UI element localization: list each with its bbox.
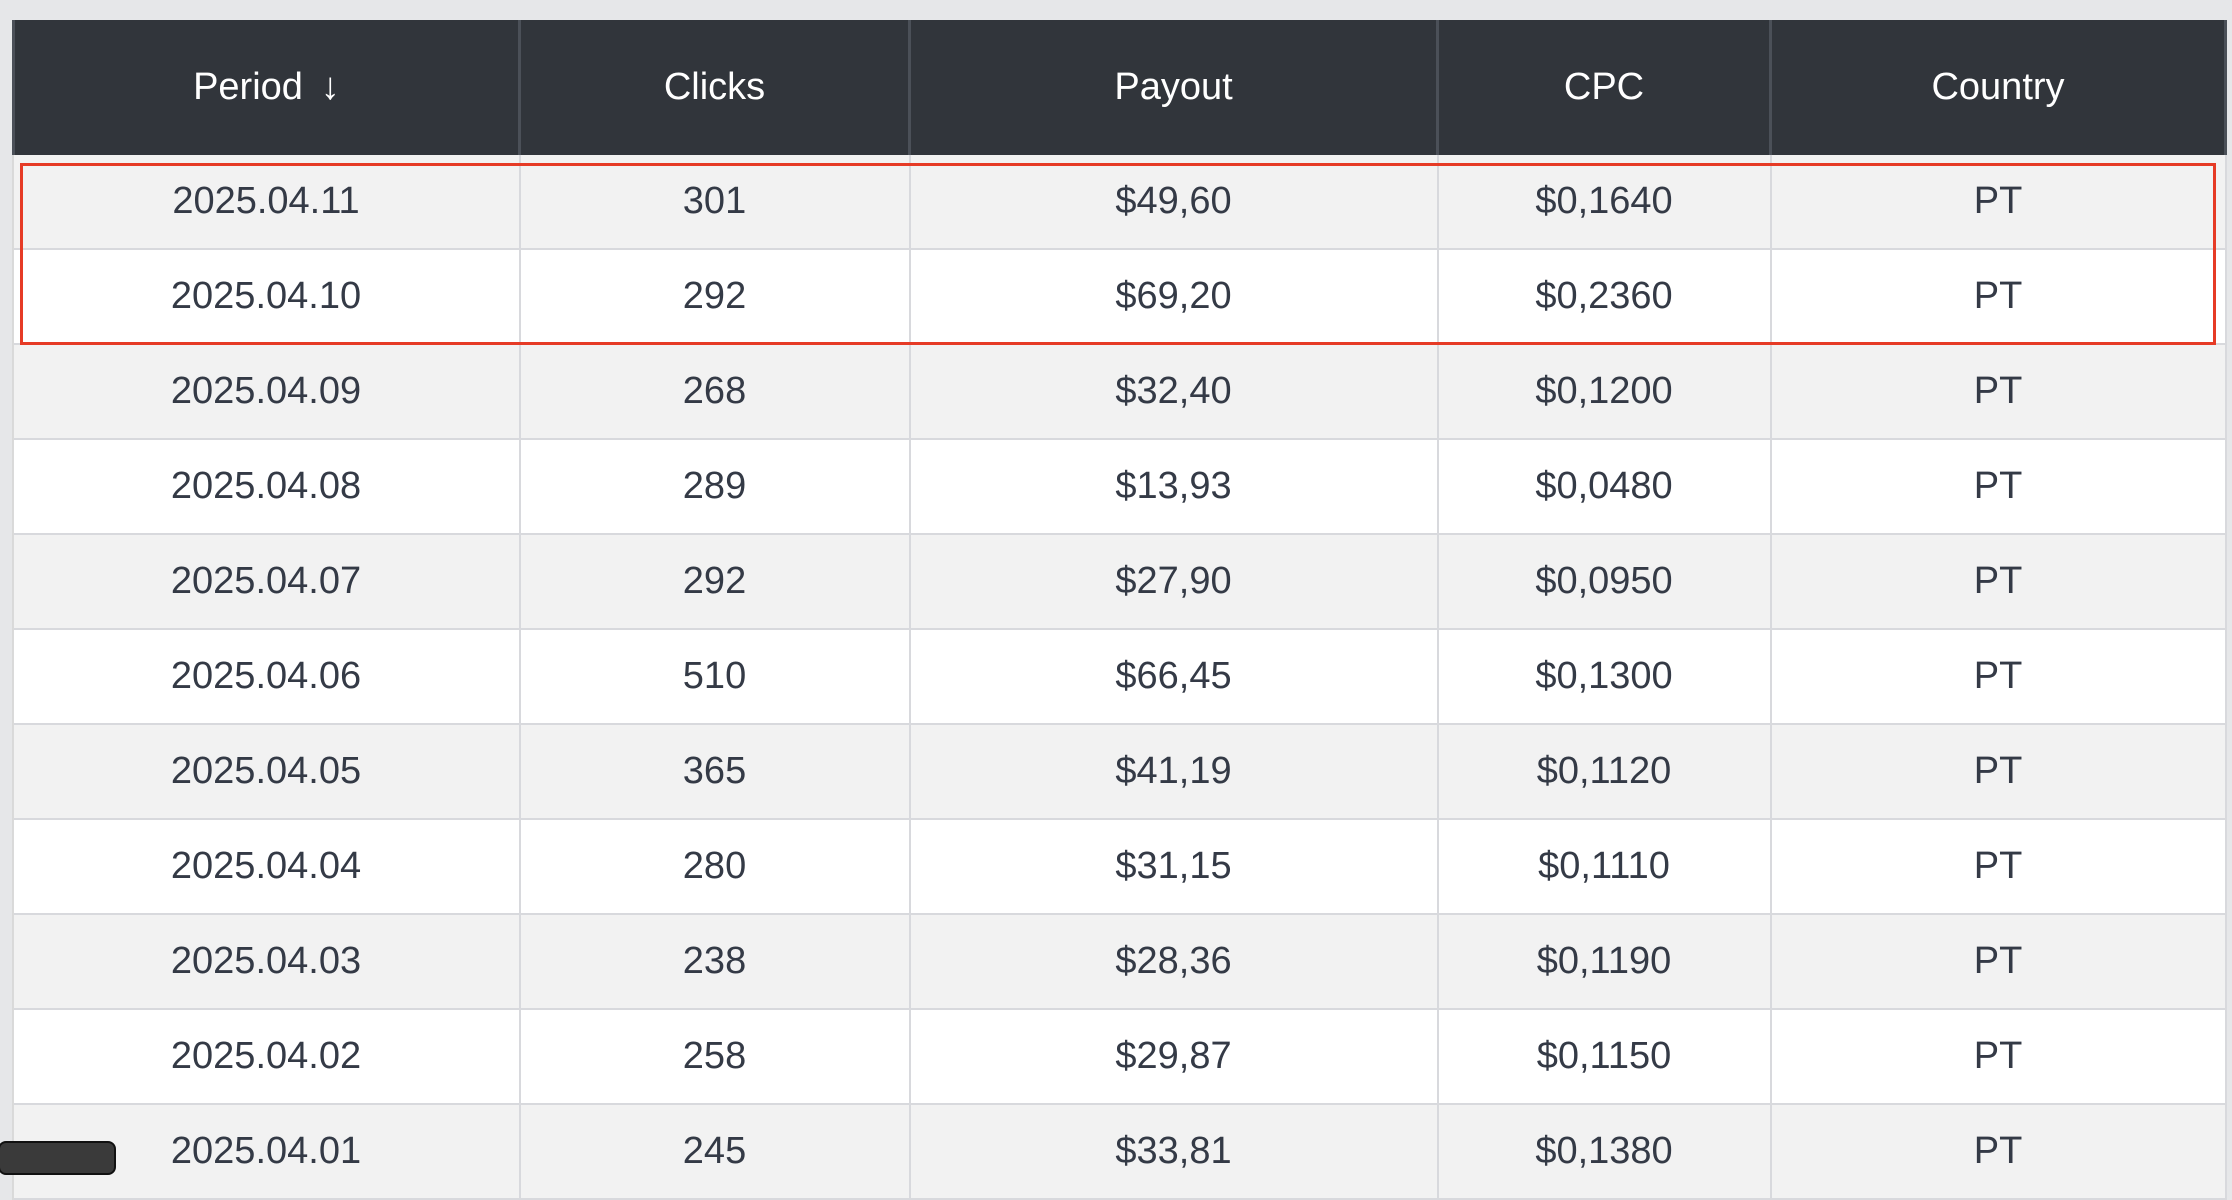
table-row: 2025.04.09 268 $32,40 $0,1200 PT: [13, 344, 2227, 440]
table-row: 2025.04.03 238 $28,36 $0,1190 PT: [13, 914, 2227, 1010]
cell-payout: $49,60: [908, 155, 1439, 250]
cell-clicks: 510: [518, 629, 911, 725]
cell-cpc: $0,0480: [1436, 439, 1772, 535]
cell-payout: $27,90: [908, 534, 1439, 630]
cell-clicks: 365: [518, 724, 911, 820]
cell-period: 2025.04.11: [13, 155, 521, 250]
table-row: 2025.04.01 245 $33,81 $0,1380 PT: [13, 1104, 2227, 1200]
cell-period: 2025.04.07: [13, 534, 521, 630]
cell-country: PT: [1769, 249, 2227, 345]
cell-payout: $33,81: [908, 1104, 1439, 1200]
cell-cpc: $0,1380: [1436, 1104, 1772, 1200]
cell-clicks: 268: [518, 344, 911, 440]
table-row: 2025.04.02 258 $29,87 $0,1150 PT: [13, 1009, 2227, 1105]
cell-cpc: $0,1190: [1436, 914, 1772, 1010]
cell-cpc: $0,2360: [1436, 249, 1772, 345]
table-row: 2025.04.11 301 $49,60 $0,1640 PT: [13, 155, 2227, 250]
cell-payout: $13,93: [908, 439, 1439, 535]
cell-period: 2025.04.06: [13, 629, 521, 725]
table-row: 2025.04.05 365 $41,19 $0,1120 PT: [13, 724, 2227, 820]
cell-clicks: 245: [518, 1104, 911, 1200]
cell-period: 2025.04.02: [13, 1009, 521, 1105]
cell-clicks: 301: [518, 155, 911, 250]
cell-country: PT: [1769, 534, 2227, 630]
cell-cpc: $0,1300: [1436, 629, 1772, 725]
cell-cpc: $0,0950: [1436, 534, 1772, 630]
cell-country: PT: [1769, 155, 2227, 250]
cell-country: PT: [1769, 1104, 2227, 1200]
cell-clicks: 289: [518, 439, 911, 535]
table-row: 2025.04.04 280 $31,15 $0,1110 PT: [13, 819, 2227, 915]
cell-period: 2025.04.08: [13, 439, 521, 535]
cell-payout: $31,15: [908, 819, 1439, 915]
cell-country: PT: [1769, 439, 2227, 535]
column-header-cpc[interactable]: CPC: [1436, 20, 1772, 155]
column-header-country[interactable]: Country: [1769, 20, 2227, 155]
cell-clicks: 258: [518, 1009, 911, 1105]
cell-clicks: 280: [518, 819, 911, 915]
table-row: 2025.04.08 289 $13,93 $0,0480 PT: [13, 439, 2227, 535]
cell-payout: $69,20: [908, 249, 1439, 345]
cell-cpc: $0,1150: [1436, 1009, 1772, 1105]
bottom-left-tab[interactable]: [0, 1141, 116, 1175]
cell-clicks: 238: [518, 914, 911, 1010]
cell-payout: $28,36: [908, 914, 1439, 1010]
header-row: Period ↓ Clicks Payout CPC Country: [12, 20, 2227, 155]
cell-payout: $32,40: [908, 344, 1439, 440]
cell-country: PT: [1769, 914, 2227, 1010]
sort-down-arrow-icon: ↓: [320, 66, 340, 108]
column-header-period[interactable]: Period ↓: [12, 20, 521, 155]
cell-clicks: 292: [518, 249, 911, 345]
table-row: 2025.04.10 292 $69,20 $0,2360 PT: [13, 249, 2227, 345]
cell-cpc: $0,1110: [1436, 819, 1772, 915]
cell-period: 2025.04.05: [13, 724, 521, 820]
stats-table-container: Period ↓ Clicks Payout CPC Country 2025.0…: [12, 20, 2227, 1200]
cell-payout: $66,45: [908, 629, 1439, 725]
cell-country: PT: [1769, 724, 2227, 820]
cell-clicks: 292: [518, 534, 911, 630]
cell-cpc: $0,1640: [1436, 155, 1772, 250]
cell-cpc: $0,1200: [1436, 344, 1772, 440]
cell-period: 2025.04.09: [13, 344, 521, 440]
cell-country: PT: [1769, 344, 2227, 440]
cell-country: PT: [1769, 819, 2227, 915]
column-header-payout[interactable]: Payout: [908, 20, 1439, 155]
cell-payout: $41,19: [908, 724, 1439, 820]
column-header-clicks[interactable]: Clicks: [518, 20, 911, 155]
cell-period: 2025.04.04: [13, 819, 521, 915]
cell-cpc: $0,1120: [1436, 724, 1772, 820]
column-label: Period: [193, 66, 303, 108]
table-row: 2025.04.06 510 $66,45 $0,1300 PT: [13, 629, 2227, 725]
cell-period: 2025.04.03: [13, 914, 521, 1010]
stats-table: Period ↓ Clicks Payout CPC Country 2025.0…: [12, 20, 2227, 1200]
cell-country: PT: [1769, 1009, 2227, 1105]
table-row: 2025.04.07 292 $27,90 $0,0950 PT: [13, 534, 2227, 630]
cell-country: PT: [1769, 629, 2227, 725]
cell-payout: $29,87: [908, 1009, 1439, 1105]
cell-period: 2025.04.10: [13, 249, 521, 345]
